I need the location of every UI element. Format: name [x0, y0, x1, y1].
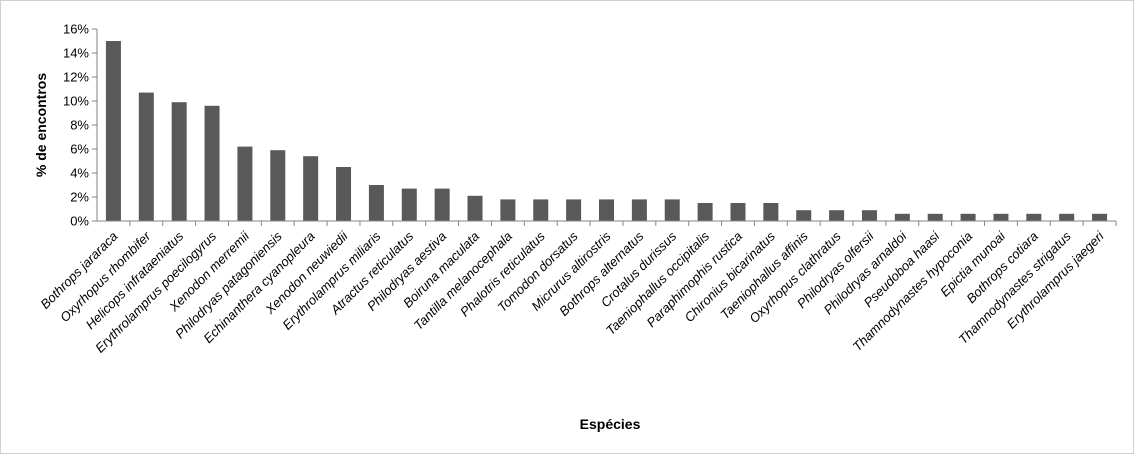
bar: [796, 210, 812, 221]
y-tick-label: 10%: [63, 94, 89, 109]
bar: [171, 102, 187, 221]
bar: [927, 213, 943, 221]
bar: [993, 213, 1009, 221]
bar: [894, 213, 910, 221]
bar: [467, 195, 483, 221]
bar: [697, 203, 713, 221]
y-tick-label: 2%: [70, 190, 89, 205]
bar: [861, 210, 877, 221]
bar: [829, 210, 845, 221]
bar: [960, 213, 976, 221]
bar: [237, 146, 253, 221]
bar: [664, 199, 680, 221]
x-axis-title: Espécies: [580, 416, 641, 432]
bar: [204, 105, 220, 221]
bar: [631, 199, 647, 221]
y-axis-title: % de encontros: [33, 73, 49, 177]
y-tick-label: 4%: [70, 166, 89, 181]
bar: [336, 167, 352, 221]
y-axis: 0% 2% 4% 6% 8% 10% 12% 14% 16%: [63, 22, 98, 229]
bar: [730, 203, 746, 221]
bar: [1092, 213, 1108, 221]
bar: [566, 199, 582, 221]
bar: [105, 41, 121, 221]
bar: [368, 185, 384, 221]
bar: [500, 199, 516, 221]
bar: [434, 188, 450, 221]
bar: [1026, 213, 1042, 221]
bar: [1059, 213, 1075, 221]
y-tick-label: 0%: [70, 214, 89, 229]
bar: [138, 92, 154, 221]
bar: [401, 188, 417, 221]
y-tick-label: 16%: [63, 22, 89, 37]
y-tick-label: 14%: [63, 46, 89, 61]
bar: [270, 150, 286, 221]
bar: [599, 199, 614, 221]
bar: [533, 199, 549, 221]
y-tick-label: 8%: [70, 118, 89, 133]
y-tick-label: 6%: [70, 142, 89, 157]
bar: [763, 203, 779, 221]
bars: [105, 41, 1108, 221]
bar: [303, 156, 319, 221]
y-tick-label: 12%: [63, 70, 89, 85]
